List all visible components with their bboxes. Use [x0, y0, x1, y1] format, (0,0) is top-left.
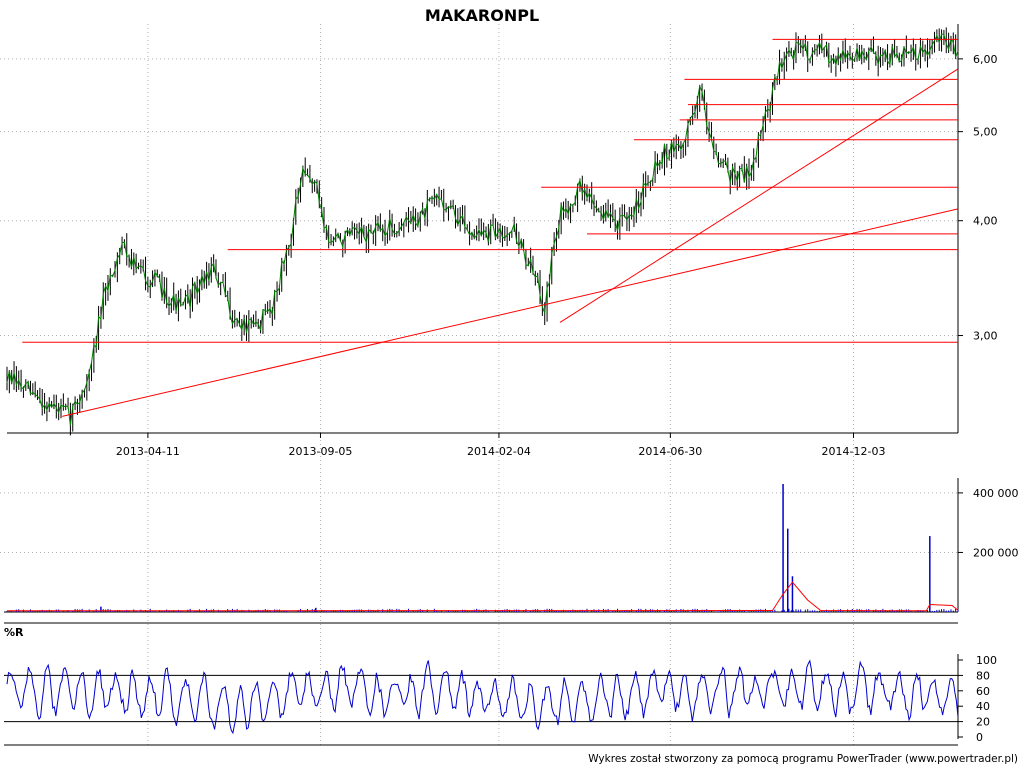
oscillator-panel: %R 0 20 40 60 80 100	[4, 622, 997, 746]
grid-lines	[0, 24, 958, 745]
oscillator-y-tick-label: 100	[976, 654, 997, 667]
chart-title: MAKARONPL	[425, 6, 539, 25]
oscillator-y-tick-label: 40	[976, 700, 990, 713]
y-tick-label: 6,00	[973, 53, 998, 66]
volume-y-tick-label: 400 000	[973, 487, 1019, 500]
oscillator-y-tick-label: 0	[976, 731, 983, 744]
volume-average-line	[6, 581, 959, 612]
oscillator-y-tick-label: 80	[976, 669, 990, 682]
y-tick-label: 5,00	[973, 126, 998, 139]
x-tick-label: 2014-02-04	[467, 445, 531, 458]
oscillator-y-tick-label: 60	[976, 685, 990, 698]
trend-line	[559, 68, 959, 323]
oscillator-title: %R	[4, 626, 24, 639]
y-tick-label: 3,00	[973, 330, 998, 343]
x-tick-label: 2014-12-03	[822, 445, 886, 458]
x-tick-label: 2014-06-30	[638, 445, 702, 458]
y-tick-label: 4,00	[973, 215, 998, 228]
x-tick-label: 2013-09-05	[289, 445, 353, 458]
oscillator-y-tick-label: 20	[976, 716, 990, 729]
price-panel: 2013-04-11 2013-09-05 2014-02-04 2014-06-30…	[6, 24, 998, 458]
x-tick-label: 2013-04-11	[116, 445, 180, 458]
footer-credit: Wykres został stworzony za pomocą progra…	[588, 753, 1018, 765]
volume-panel: 200 000 400 000	[4, 478, 1019, 613]
trend-line	[62, 208, 959, 417]
volume-y-tick-label: 200 000	[973, 546, 1019, 559]
price-close-line	[6, 33, 959, 426]
williams-r-line	[6, 659, 959, 735]
